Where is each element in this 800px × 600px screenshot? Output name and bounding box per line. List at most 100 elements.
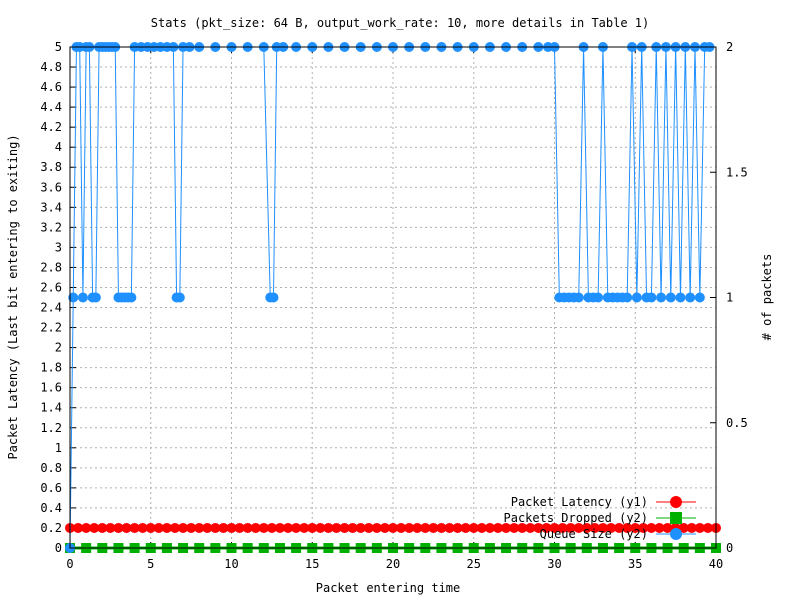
data-point	[90, 292, 101, 303]
data-point	[250, 522, 261, 533]
data-point	[323, 522, 334, 533]
data-point	[105, 522, 116, 533]
data-point	[614, 522, 625, 533]
y2-tick-label: 1	[726, 291, 733, 305]
data-point	[202, 522, 213, 533]
data-point	[258, 522, 269, 533]
data-point	[694, 292, 705, 303]
legend: Packet Latency (y1) Packets Dropped (y2) Q…	[504, 495, 696, 541]
x-tick-label: 5	[147, 557, 154, 571]
y-tick-label: 3.8	[40, 160, 62, 174]
data-point	[549, 522, 560, 533]
legend-label: Packet Latency (y1)	[511, 495, 648, 509]
x-tick-label: 30	[547, 557, 561, 571]
data-point	[557, 522, 568, 533]
data-point	[161, 522, 172, 533]
series-packet-latency	[65, 522, 721, 533]
legend-marker	[670, 496, 682, 508]
data-point	[126, 292, 137, 303]
data-point	[622, 292, 633, 303]
data-point	[210, 522, 221, 533]
data-point	[420, 522, 431, 533]
y-tick-label: 4.6	[40, 80, 62, 94]
data-point	[694, 522, 705, 533]
data-point	[404, 522, 415, 533]
data-point	[81, 522, 92, 533]
legend-item: Packets Dropped (y2)	[504, 511, 696, 525]
data-point	[476, 522, 487, 533]
data-point	[656, 292, 667, 303]
data-point	[573, 522, 584, 533]
x-tick-label: 35	[628, 557, 642, 571]
y-axis-label: Packet Latency (Last bit entering to exi…	[6, 134, 20, 459]
data-point	[339, 522, 350, 533]
data-point	[178, 522, 189, 533]
data-point	[396, 522, 407, 533]
data-point	[517, 522, 528, 533]
data-point	[355, 522, 366, 533]
y-tick-label: 3.6	[40, 180, 62, 194]
data-point	[573, 292, 584, 303]
data-point	[169, 522, 180, 533]
legend-item: Queue Size (y2)	[540, 527, 696, 541]
data-point	[174, 292, 185, 303]
data-point	[268, 292, 279, 303]
data-point	[428, 522, 439, 533]
data-point	[299, 522, 310, 533]
data-point	[379, 522, 390, 533]
data-point	[444, 522, 455, 533]
x-tick-label: 15	[305, 557, 319, 571]
data-point	[654, 522, 665, 533]
data-point	[606, 522, 617, 533]
data-point	[234, 522, 245, 533]
data-point	[291, 522, 302, 533]
y-tick-label: 3.4	[40, 200, 62, 214]
data-point	[509, 522, 520, 533]
data-point	[492, 522, 503, 533]
data-point	[662, 522, 673, 533]
y-tick-label: 2	[55, 341, 62, 355]
data-point	[646, 292, 657, 303]
x-tick-label: 10	[224, 557, 238, 571]
data-point	[315, 522, 326, 533]
y-tick-label: 4	[55, 140, 62, 154]
data-point	[593, 292, 604, 303]
data-point	[685, 292, 696, 303]
y2-tick-label: 1.5	[726, 165, 748, 179]
data-point	[137, 522, 148, 533]
y-tick-label: 0.6	[40, 481, 62, 495]
data-point	[283, 522, 294, 533]
y-tick-label: 4.8	[40, 60, 62, 74]
y-tick-label: 1.6	[40, 381, 62, 395]
y2-tick-label: 0	[726, 541, 733, 555]
y2-axis-label: # of packets	[760, 254, 774, 341]
data-point	[186, 522, 197, 533]
y-tick-label: 1	[55, 441, 62, 455]
y-tick-label: 0	[55, 541, 62, 555]
y-tick-label: 1.8	[40, 361, 62, 375]
y-tick-label: 4.2	[40, 120, 62, 134]
legend-item: Packet Latency (y1)	[511, 495, 696, 509]
legend-label: Queue Size (y2)	[540, 527, 648, 541]
data-point	[525, 522, 536, 533]
data-point	[113, 522, 124, 533]
y-tick-label: 0.4	[40, 501, 62, 515]
x-tick-label: 40	[709, 557, 723, 571]
y-tick-label: 2.4	[40, 301, 62, 315]
legend-marker	[670, 512, 682, 524]
data-point	[121, 522, 132, 533]
data-point	[73, 522, 84, 533]
data-point	[675, 292, 686, 303]
data-point	[597, 522, 608, 533]
data-point	[686, 522, 697, 533]
data-point	[533, 522, 544, 533]
data-point	[412, 522, 423, 533]
data-point	[89, 522, 100, 533]
data-point	[646, 522, 657, 533]
data-point	[307, 522, 318, 533]
data-point	[631, 292, 642, 303]
data-point	[274, 522, 285, 533]
data-point	[702, 522, 713, 533]
y-tick-label: 3.2	[40, 220, 62, 234]
